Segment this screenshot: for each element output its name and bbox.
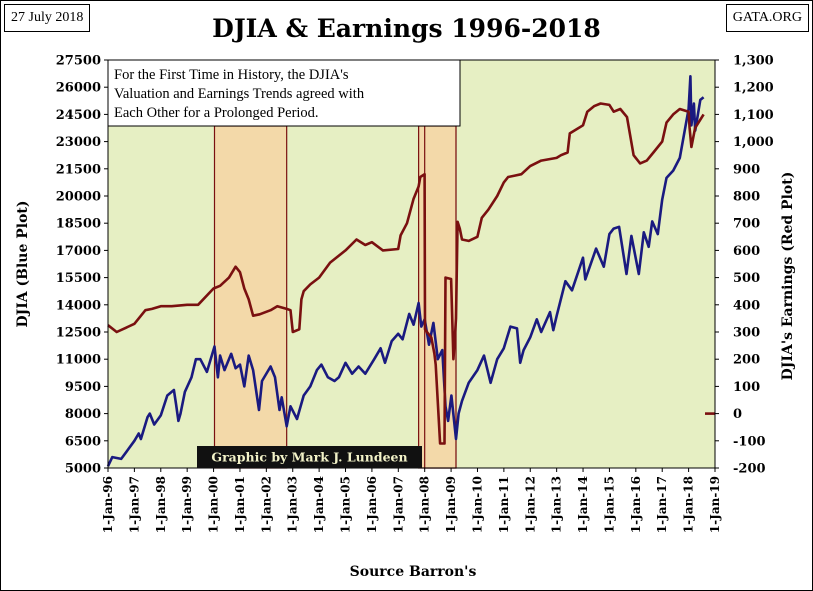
annotation-line-2: Valuation and Earnings Trends agreed wit… xyxy=(114,86,365,102)
x-tick-label: 1-Jan-05 xyxy=(339,476,353,533)
credit-label: Graphic by Mark J. Lundeen xyxy=(211,450,407,465)
x-tick-label: 1-Jan-97 xyxy=(127,476,141,533)
y-left-tick-label: 23000 xyxy=(56,135,101,150)
y-right-tick-label: 700 xyxy=(733,217,760,232)
credit-box: Graphic by Mark J. Lundeen xyxy=(197,446,422,468)
y-right-tick-label: 1,200 xyxy=(733,81,774,96)
shaded-period-1 xyxy=(213,125,288,469)
x-tick-label: 1-Jan-03 xyxy=(286,476,300,533)
y-right-tick-label: 600 xyxy=(733,244,760,259)
y-right-tick-label: 1,300 xyxy=(733,54,774,69)
x-tick-label: 1-Jan-06 xyxy=(365,476,379,533)
y-right-tick-label: 200 xyxy=(733,353,760,368)
x-tick-label: 1-Jan-00 xyxy=(207,476,221,533)
y-right-tick-label: -200 xyxy=(733,462,766,477)
y-left-tick-label: 5000 xyxy=(65,462,101,477)
source-label: GATA.ORG xyxy=(725,4,809,32)
y-axis-right-title: DJIA's Earnings (Red Plot) xyxy=(780,172,796,381)
y-left-tick-label: 27500 xyxy=(56,54,101,69)
x-tick-label: 1-Jan-18 xyxy=(682,476,696,533)
x-tick-label: 1-Jan-96 xyxy=(101,476,115,533)
y-left-tick-label: 24500 xyxy=(56,108,101,123)
x-tick-label: 1-Jan-16 xyxy=(629,476,643,533)
y-left-tick-label: 20000 xyxy=(56,190,101,205)
x-tick-label: 1-Jan-07 xyxy=(391,476,405,533)
y-right-tick-label: 400 xyxy=(733,298,760,313)
x-tick-label: 1-Jan-02 xyxy=(259,476,273,533)
x-tick-label: 1-Jan-08 xyxy=(418,476,432,533)
annotation-line-3: Each Other for a Prolonged Period. xyxy=(114,105,319,121)
y-right-tick-label: 800 xyxy=(733,190,760,205)
annotation-line-1: For the First Time in History, the DJIA'… xyxy=(114,67,349,83)
x-tick-label: 1-Jan-12 xyxy=(523,476,537,533)
y-right-tick-label: 1,100 xyxy=(733,108,774,123)
y-left-tick-label: 18500 xyxy=(56,217,101,232)
x-tick-label: 1-Jan-15 xyxy=(602,476,616,533)
y-right-tick-label: 300 xyxy=(733,326,760,341)
x-tick-label: 1-Jan-17 xyxy=(655,476,669,533)
plot-background xyxy=(108,60,715,468)
y-left-tick-label: 12500 xyxy=(56,326,101,341)
y-left-tick-label: 14000 xyxy=(56,298,101,313)
x-tick-label: 1-Jan-14 xyxy=(576,476,590,533)
date-label: 27 July 2018 xyxy=(4,4,91,32)
y-left-tick-label: 8000 xyxy=(65,407,101,422)
y-right-tick-label: -100 xyxy=(733,434,766,449)
y-right-tick-label: 0 xyxy=(733,407,742,422)
x-tick-label: 1-Jan-04 xyxy=(312,476,326,533)
y-right-tick-label: 900 xyxy=(733,162,760,177)
series-line-2 xyxy=(107,102,705,445)
x-tick-label: 1-Jan-01 xyxy=(233,476,247,533)
annotation-box: For the First Time in History, the DJIA'… xyxy=(107,59,461,127)
y-axis-left-title: DJIA (Blue Plot) xyxy=(15,200,31,327)
y-left-tick-label: 6500 xyxy=(65,434,101,449)
x-tick-label: 1-Jan-19 xyxy=(708,476,722,533)
y-left-tick-label: 15500 xyxy=(56,271,101,286)
series-line-1 xyxy=(106,75,705,467)
y-right-tick-label: 1,000 xyxy=(733,135,774,150)
x-axis-title: Source Barron's xyxy=(350,564,477,580)
x-tick-label: 1-Jan-10 xyxy=(470,476,484,533)
chart-title: DJIA & Earnings 1996-2018 xyxy=(212,14,601,43)
y-left-tick-label: 17000 xyxy=(56,244,101,259)
y-right-tick-label: 100 xyxy=(733,380,760,395)
y-right-tick-label: 500 xyxy=(733,271,760,286)
x-tick-label: 1-Jan-11 xyxy=(497,476,511,533)
x-tick-label: 1-Jan-99 xyxy=(180,476,194,533)
y-left-tick-label: 9500 xyxy=(65,380,101,395)
x-tick-label: 1-Jan-13 xyxy=(550,476,564,533)
y-left-tick-label: 21500 xyxy=(56,162,101,177)
x-tick-label: 1-Jan-98 xyxy=(154,476,168,533)
y-left-tick-label: 26000 xyxy=(56,81,101,96)
x-tick-label: 1-Jan-09 xyxy=(444,476,458,533)
y-left-tick-label: 11000 xyxy=(56,353,101,368)
